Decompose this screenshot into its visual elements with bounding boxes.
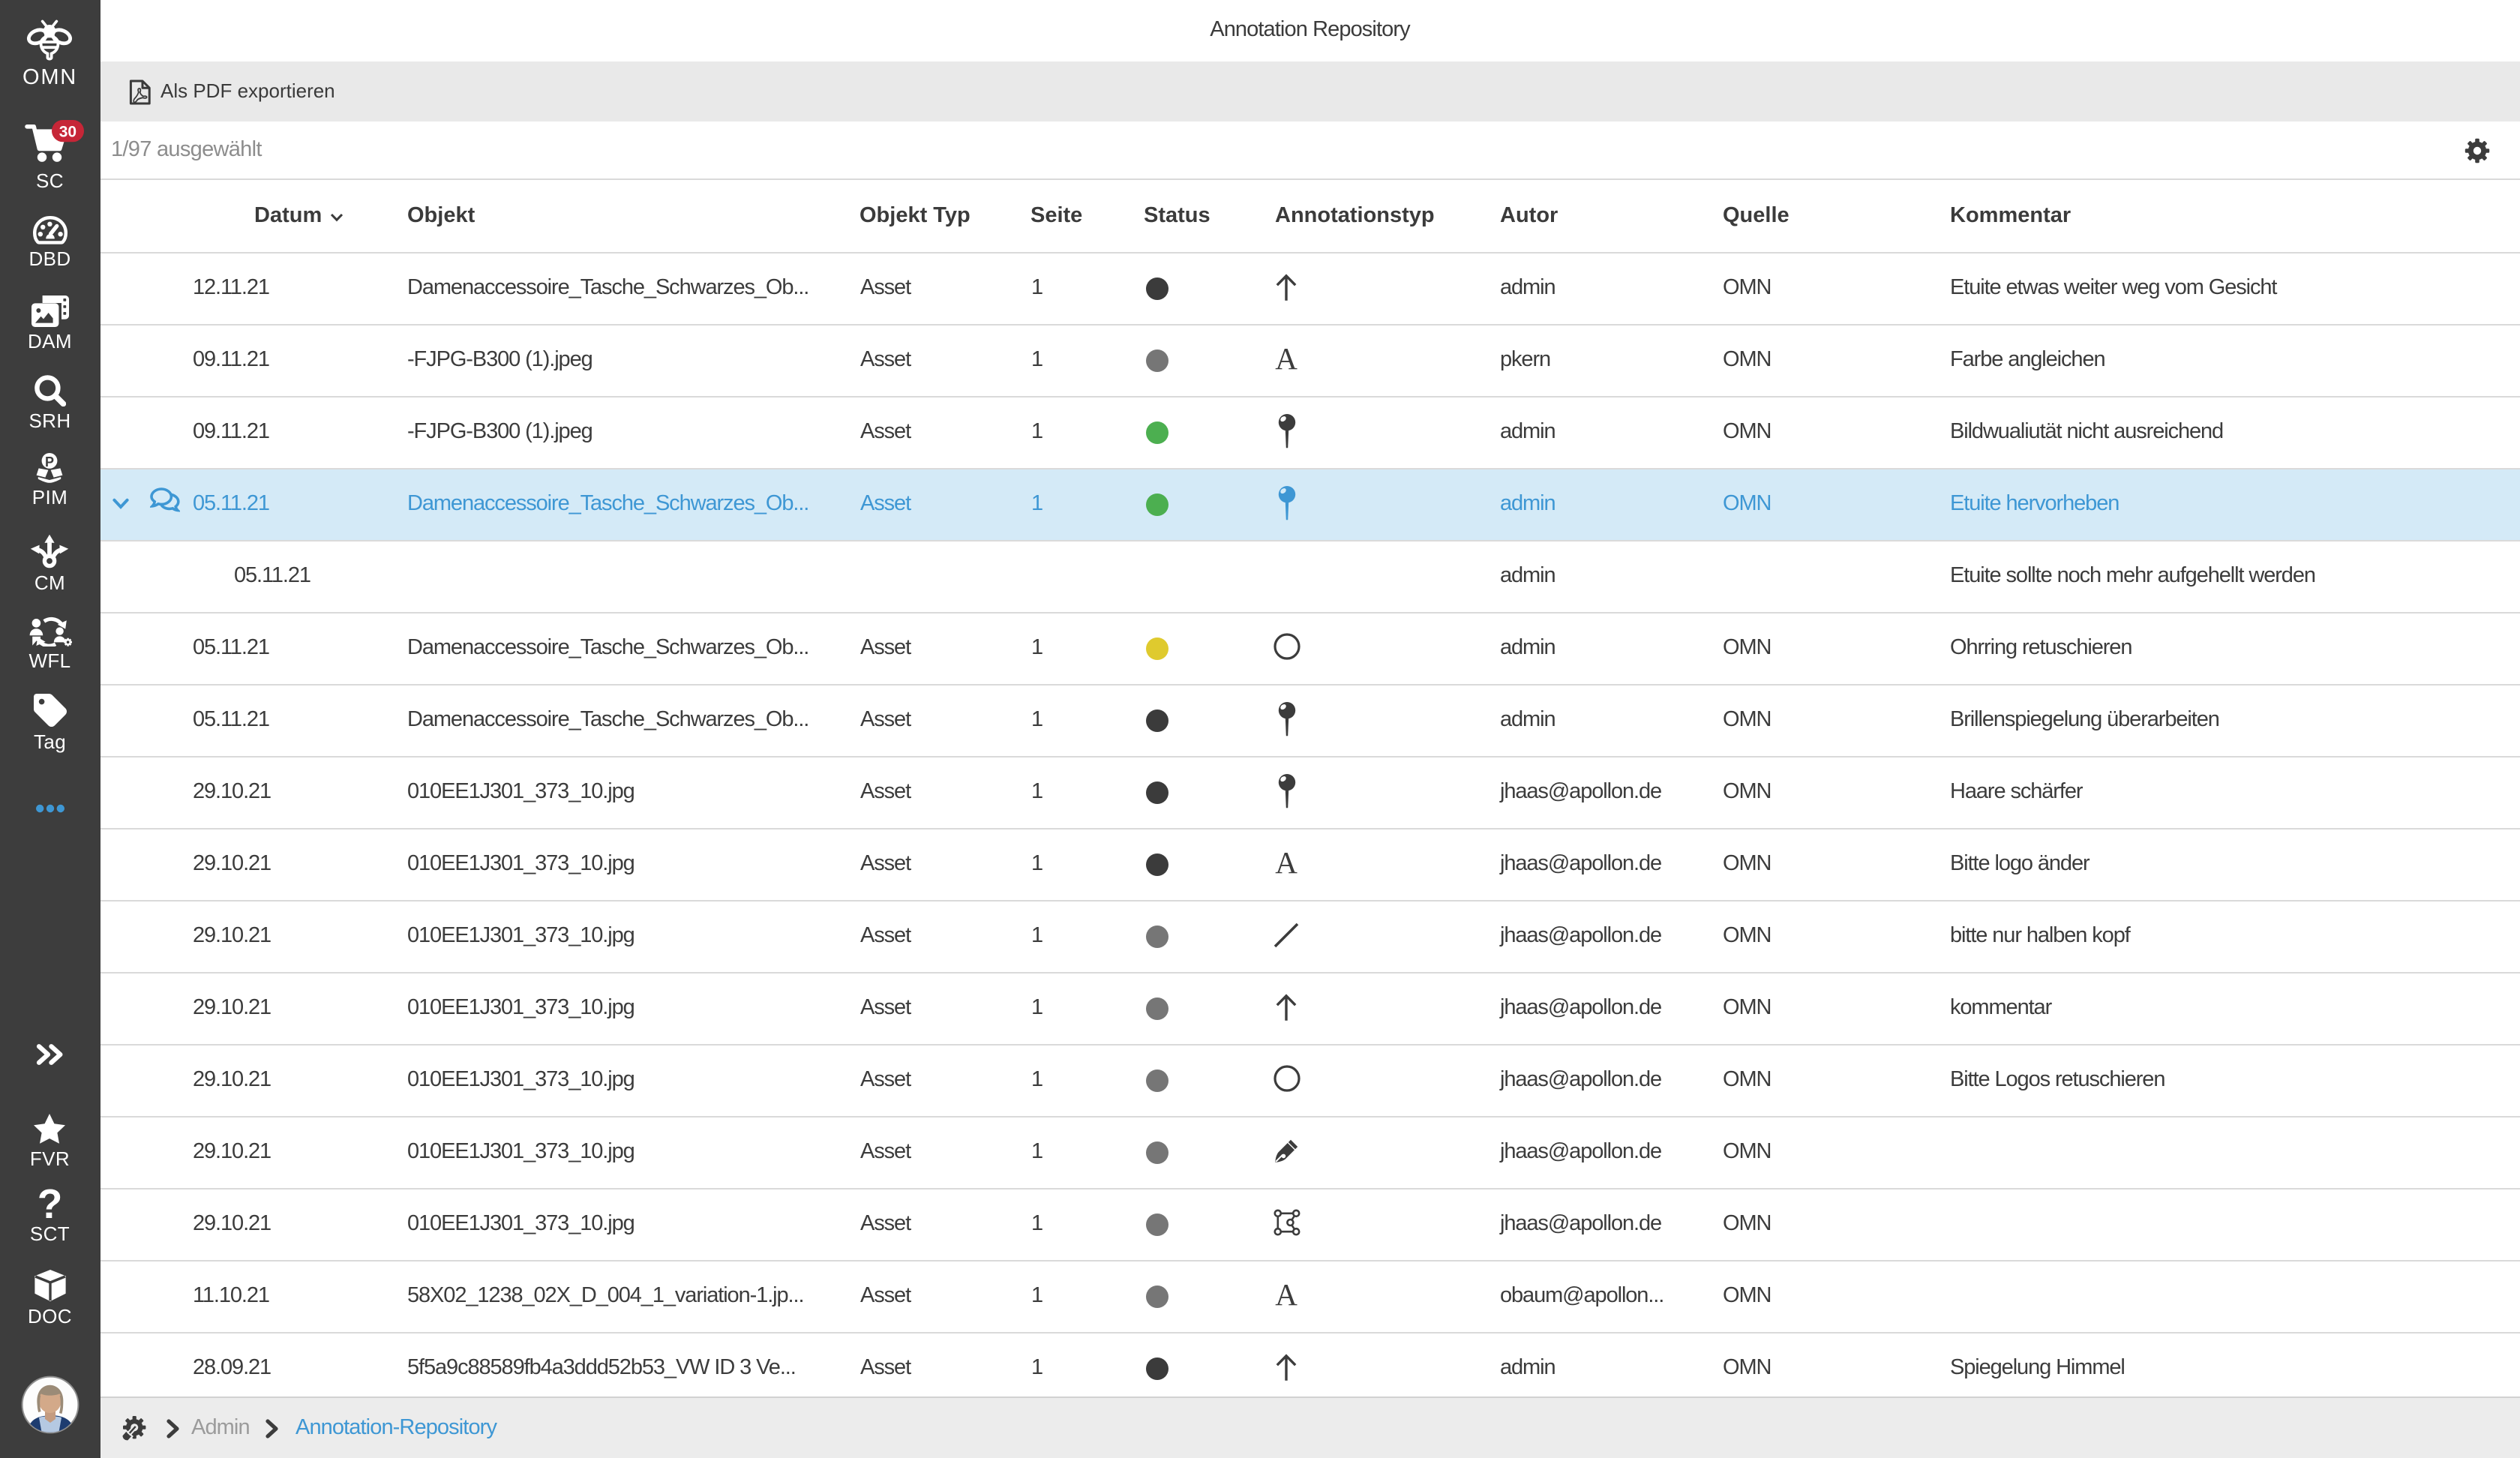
svg-text:P: P xyxy=(45,454,54,470)
svg-text:30: 30 xyxy=(59,122,76,140)
